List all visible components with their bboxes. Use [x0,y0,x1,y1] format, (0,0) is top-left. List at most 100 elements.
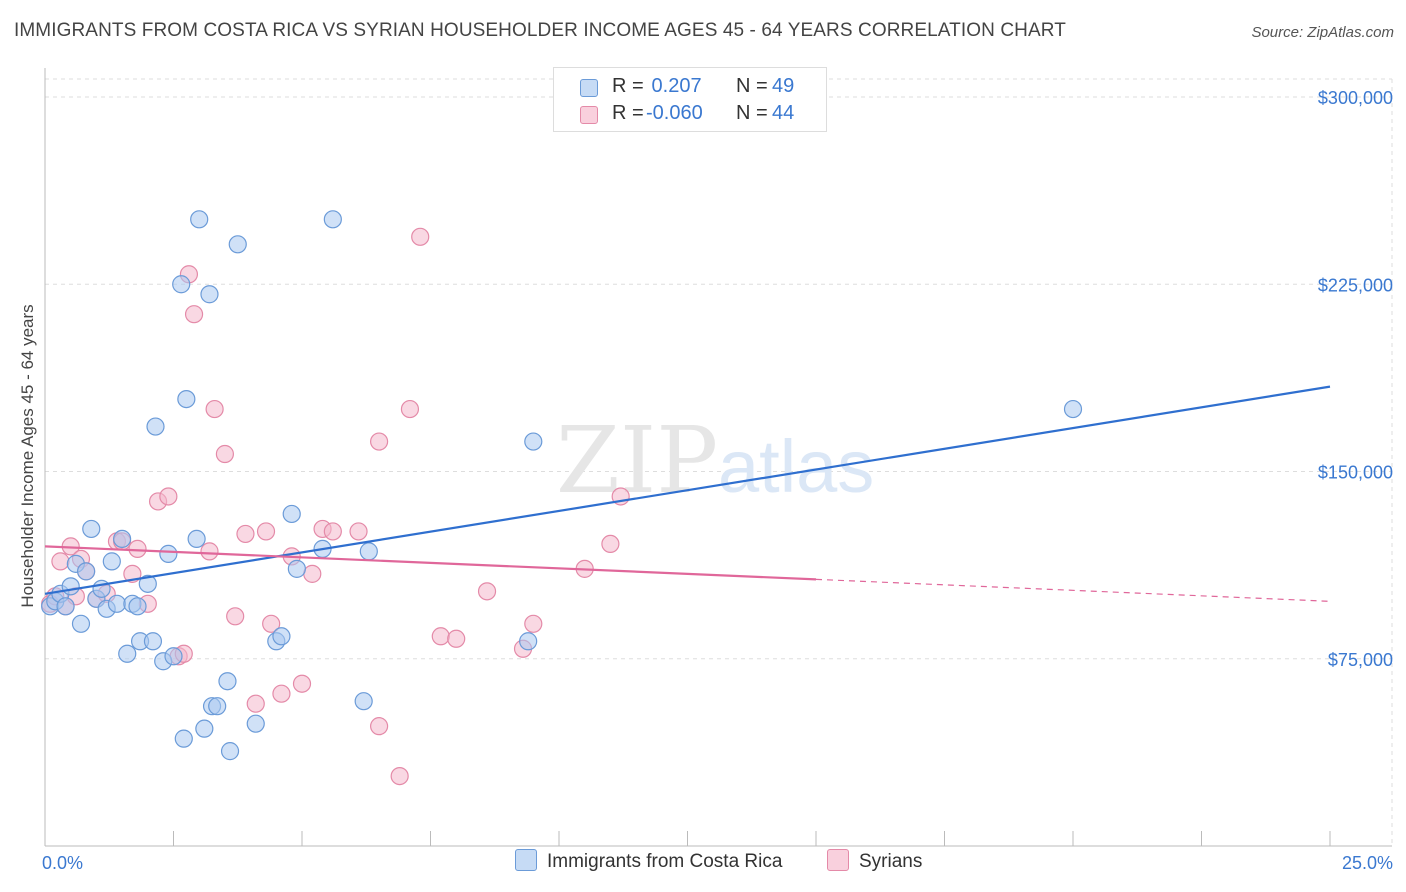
legend-n-label: N = [736,75,768,97]
costa-rica-point [282,504,301,524]
costa-rica-points [41,210,1083,761]
legend-r-value: 0.207 [646,75,702,97]
syrian-point [246,694,265,713]
source-label: Source: ZipAtlas.com [1251,24,1394,41]
y-tick-label: $75,000 [1328,650,1393,670]
syrian-point [303,564,322,583]
watermark-zip: ZIP [556,407,718,514]
syrian-point [447,629,466,648]
syrians-points [41,227,630,786]
costa-rica-point [220,742,240,761]
costa-rica-point [174,729,193,748]
legend-swatch-blue [580,79,598,97]
costa-rica-point [164,647,183,666]
costa-rica-point [519,632,538,651]
costa-rica-point [177,389,196,409]
axes [44,68,1392,847]
legend-n-value: 49 [772,75,795,97]
costa-rica-point [146,417,165,436]
costa-rica-point [354,692,373,711]
trend-lines [44,385,1331,602]
y-tick-labels: $75,000 $150,000 $225,000 $300,000 [1318,88,1393,670]
syrian-point [477,582,497,601]
costa-rica-point [143,632,163,651]
syrian-point [601,534,620,554]
costa-rica-point [228,235,247,254]
legend-r-label: R = [612,102,644,124]
watermark: ZIP atlas [556,407,874,514]
x-tick-labels: 0.0% 25.0% [42,853,1393,873]
syrian-point [272,684,291,703]
x-tick-label: 0.0% [42,853,83,873]
costa-rica-point [218,672,237,691]
costa-rica-point [71,614,91,633]
costa-rica-point [359,542,378,561]
costa-rica-point [61,577,80,596]
bottom-legend-costa-rica: Immigrants from Costa Rica [515,849,783,877]
legend-n-label: N = [736,102,768,124]
costa-rica-point [524,432,543,451]
costa-rica-point [159,544,178,563]
costa-rica-point [323,210,342,229]
costa-rica-point [1063,399,1083,419]
costa-rica-point [246,714,265,733]
costa-rica-point [272,627,291,646]
y-tick-label: $150,000 [1318,463,1393,483]
syrian-point [262,614,281,633]
syrian-point [205,399,224,419]
syrian-point [159,487,178,506]
y-axis-title: Householder Income Ages 45 - 64 years [18,304,37,608]
legend-r-value: -0.060 [646,102,703,124]
syrian-point [349,522,368,541]
costa-rica-point [187,529,206,549]
correlation-legend: R = 0.207 N = 49 R = -0.060 N = 44 [553,67,827,132]
syrian-point [200,542,219,561]
syrian-point [236,524,255,544]
syrians-trend-line [44,545,817,581]
bottom-legend-swatch-pink [827,849,849,871]
costa-rica-point [107,594,127,613]
bottom-legend-swatch-blue [515,849,537,871]
legend-n-value: 44 [772,102,795,124]
legend-swatch-pink [580,106,598,124]
syrian-point [431,627,450,646]
bottom-legend-syrians: Syrians [827,849,923,877]
syrians-trend-extension [815,578,1331,602]
syrian-point [292,674,312,693]
y-tick-label: $225,000 [1318,275,1393,295]
bottom-legend-label: Syrians [859,851,923,873]
syrian-point [51,552,70,571]
costa-rica-point [195,719,214,738]
syrian-point [370,717,389,736]
costa-rica-point [172,275,191,294]
costa-rica-point [102,552,121,571]
watermark-atlas: atlas [718,425,874,508]
legend-r-label: R = [612,75,644,97]
costa-rica-point [56,597,75,616]
y-tick-label: $300,000 [1318,88,1393,108]
costa-rica-point [77,562,96,581]
costa-rica-point [208,697,227,716]
syrian-point [370,432,389,451]
costa-rica-trend-line [44,385,1331,595]
costa-rica-point [190,210,209,229]
syrian-point [215,444,234,464]
costa-rica-point [128,597,147,616]
syrian-point [128,539,147,558]
costa-rica-point [112,529,132,549]
syrian-point [184,305,204,324]
syrian-point [390,766,409,786]
x-tick-label: 25.0% [1342,853,1393,873]
costa-rica-point [138,574,157,593]
costa-rica-point [287,559,306,578]
costa-rica-point [200,285,219,304]
bottom-legend-label: Immigrants from Costa Rica [547,851,783,873]
costa-rica-point [82,519,101,539]
syrian-point [256,522,276,541]
costa-rica-point [118,644,137,663]
syrian-point [400,399,420,419]
chart-title: IMMIGRANTS FROM COSTA RICA VS SYRIAN HOU… [14,20,1066,41]
syrian-point [226,607,245,626]
syrian-point [323,522,342,541]
